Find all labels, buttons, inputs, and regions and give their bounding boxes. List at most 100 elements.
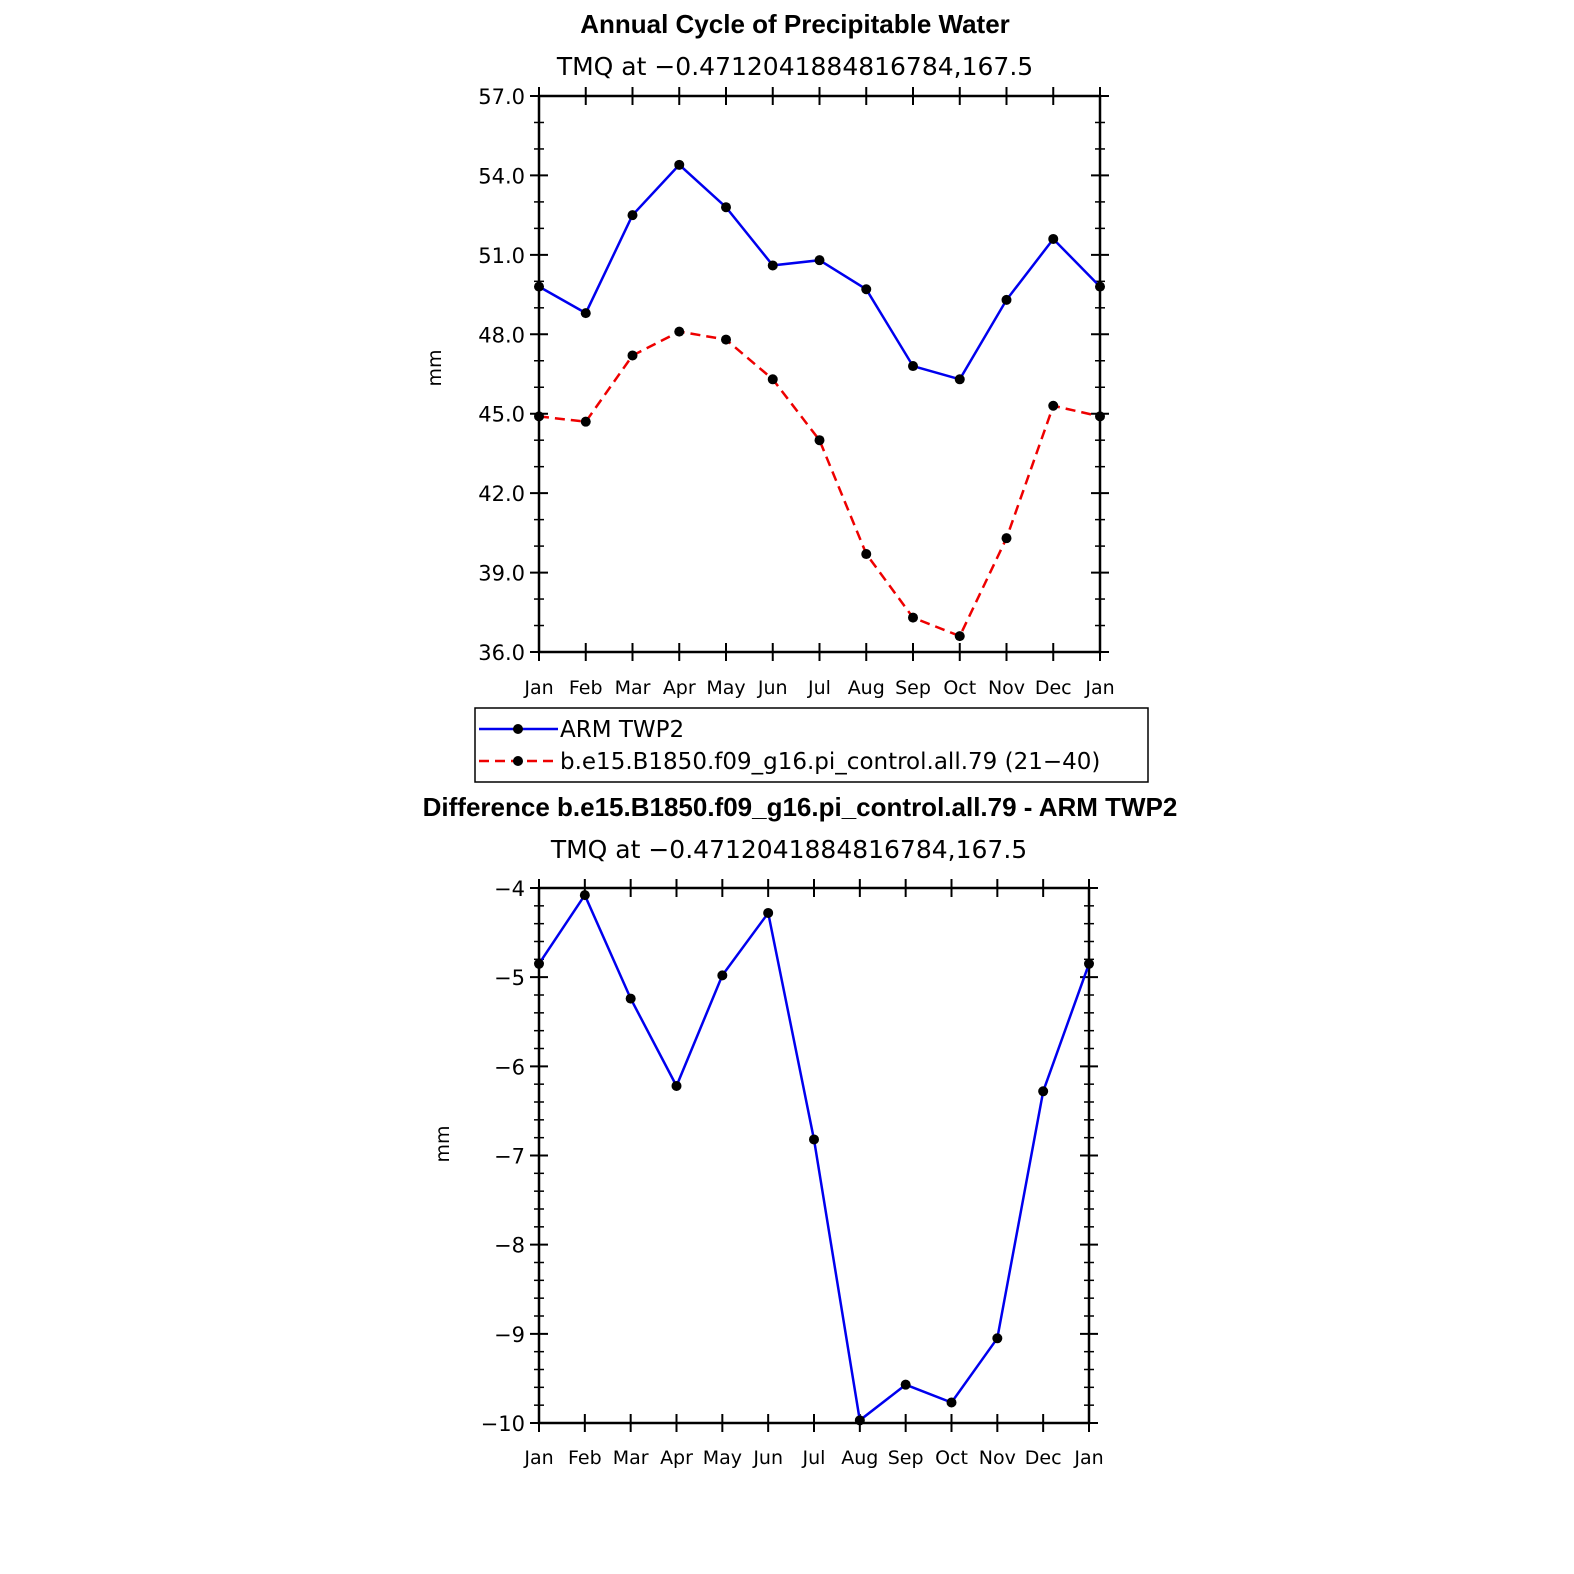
x-tick-label: Jan xyxy=(523,1447,553,1469)
series-line-0 xyxy=(537,892,1091,1423)
series-group xyxy=(534,159,1105,642)
data-point xyxy=(534,958,544,969)
data-point xyxy=(1048,233,1059,244)
data-point xyxy=(627,350,638,361)
plot-frame xyxy=(530,87,1109,661)
x-tick-label: Nov xyxy=(988,677,1025,699)
legend-label-arm: ARM TWP2 xyxy=(560,717,684,743)
chart-subtitle: TMQ at −0.4712041884816784,167.5 xyxy=(550,835,1027,864)
data-point xyxy=(580,416,591,427)
y-axis-label: mm xyxy=(424,349,446,386)
chart-title: Annual Cycle of Precipitable Water xyxy=(580,9,1010,39)
y-tick-label: −8 xyxy=(494,1234,525,1258)
y-axis-label: mm xyxy=(432,1125,454,1162)
y-tick-label: −9 xyxy=(494,1323,525,1347)
x-tick-label: Sep xyxy=(888,1447,924,1469)
x-tick-label: Dec xyxy=(1025,1447,1062,1469)
legend-label-model: b.e15.B1850.f09_g16.pi_control.all.79 (2… xyxy=(560,749,1100,775)
data-point xyxy=(946,1397,957,1408)
x-tick-label: Jan xyxy=(1084,677,1114,699)
x-tick-label: Aug xyxy=(841,1447,878,1469)
data-point xyxy=(854,1415,865,1426)
x-tick-label: Mar xyxy=(615,677,651,699)
data-point xyxy=(534,411,544,422)
annual-cycle-chart: Annual Cycle of Precipitable Water TMQ a… xyxy=(424,9,1115,699)
data-point xyxy=(763,907,774,918)
data-point xyxy=(1084,958,1094,969)
data-point xyxy=(1095,411,1105,422)
data-point xyxy=(580,308,591,319)
x-tick-label: Jul xyxy=(802,1447,826,1469)
y-tick-label: 57.0 xyxy=(478,85,525,109)
x-tick-label: Jan xyxy=(523,677,553,699)
data-point xyxy=(717,970,728,981)
data-point xyxy=(809,1134,819,1145)
data-point xyxy=(674,159,685,170)
y-tick-label: 36.0 xyxy=(478,641,525,665)
y-tick-label: 48.0 xyxy=(478,323,525,347)
x-tick-label: May xyxy=(703,1447,742,1469)
series-line-0 xyxy=(538,163,1101,381)
y-tick-label: 51.0 xyxy=(478,244,525,268)
chart-title: Difference b.e15.B1850.f09_g16.pi_contro… xyxy=(423,792,1178,822)
data-point xyxy=(579,890,590,901)
data-point xyxy=(900,1379,911,1390)
y-tick-label: 39.0 xyxy=(478,562,525,586)
x-tick-label: Aug xyxy=(848,677,885,699)
x-tick-label: Mar xyxy=(613,1447,649,1469)
data-point xyxy=(1001,533,1012,544)
data-point xyxy=(908,612,918,623)
x-tick-label: Sep xyxy=(895,677,931,699)
plot-frame xyxy=(530,879,1098,1432)
y-tick-label: −10 xyxy=(481,1412,525,1436)
x-tick-label: Apr xyxy=(660,1447,693,1469)
x-tick-label: Jun xyxy=(757,677,788,699)
y-tick-label: −7 xyxy=(494,1145,525,1169)
legend-box xyxy=(474,707,1149,783)
x-tick-label: Oct xyxy=(943,677,976,699)
plot-border xyxy=(537,886,1091,1425)
data-point xyxy=(861,284,872,295)
x-tick-label: Feb xyxy=(569,677,603,699)
data-point xyxy=(814,435,825,446)
y-tick-label: 42.0 xyxy=(478,482,525,506)
data-point xyxy=(861,549,872,560)
x-tick-label: Oct xyxy=(935,1447,968,1469)
series-line-1 xyxy=(538,330,1101,638)
legend-marker-arm xyxy=(513,724,523,734)
y-tick-labels: −4 −5 −6 −7 −8 −9 −10 xyxy=(481,877,525,1436)
x-tick-label: Feb xyxy=(568,1447,602,1469)
data-point xyxy=(625,993,636,1004)
x-tick-label: Jul xyxy=(807,677,831,699)
data-point xyxy=(1048,400,1059,411)
data-point xyxy=(721,334,731,345)
data-point xyxy=(534,281,544,292)
data-point xyxy=(814,255,825,266)
data-point xyxy=(627,210,638,221)
data-point xyxy=(954,631,965,642)
data-point xyxy=(1095,281,1105,292)
data-point xyxy=(954,374,965,385)
data-point xyxy=(767,374,778,385)
x-tick-labels: Jan Feb Mar Apr May Jun Jul Aug Sep Oct Nov Dec Jan xyxy=(523,1447,1103,1469)
y-tick-labels: 57.0 54.0 51.0 48.0 45.0 42.0 39.0 36.0 xyxy=(478,85,525,665)
series-group xyxy=(534,890,1094,1426)
x-tick-label: Nov xyxy=(979,1447,1016,1469)
x-tick-label: Jun xyxy=(752,1447,783,1469)
legend: ARM TWP2 b.e15.B1850.f09_g16.pi_control.… xyxy=(474,707,1149,783)
y-tick-label: −5 xyxy=(494,966,525,990)
y-tick-label: −6 xyxy=(494,1055,525,1079)
y-tick-label: 45.0 xyxy=(478,403,525,427)
data-point xyxy=(1038,1086,1049,1097)
plot-border xyxy=(537,94,1102,654)
data-point xyxy=(721,202,731,213)
x-tick-label: May xyxy=(706,677,745,699)
data-point xyxy=(674,326,685,337)
x-tick-label: Jan xyxy=(1073,1447,1103,1469)
data-point xyxy=(1001,294,1012,305)
legend-entry-arm: ARM TWP2 xyxy=(479,717,684,743)
data-point xyxy=(767,260,778,271)
x-tick-labels: Jan Feb Mar Apr May Jun Jul Aug Sep Oct Nov Dec Jan xyxy=(523,677,1114,699)
legend-entry-model: b.e15.B1850.f09_g16.pi_control.all.79 (2… xyxy=(479,749,1100,775)
